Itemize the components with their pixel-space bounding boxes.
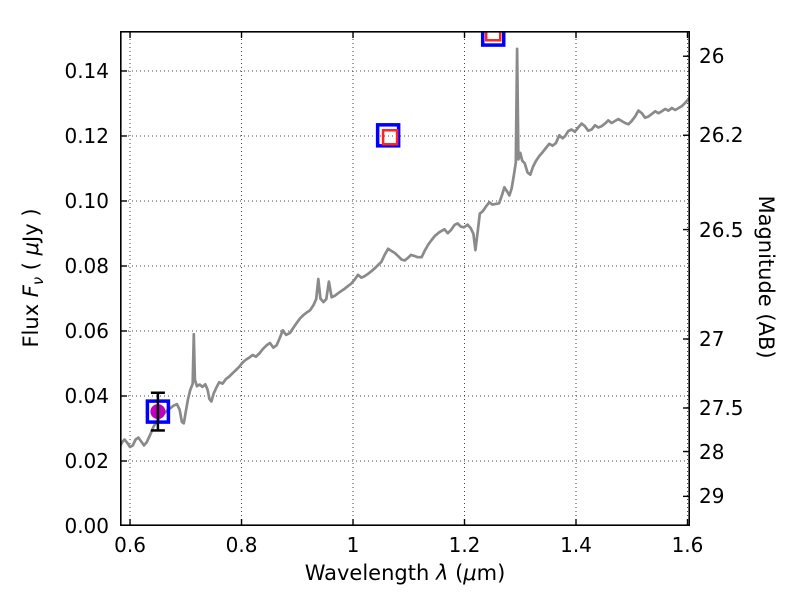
flux-tick-label: 0.00 xyxy=(64,514,109,538)
lambda-symbol: λ xyxy=(435,561,449,585)
flux-tick-label: 0.02 xyxy=(64,448,109,473)
x-tick-label: 1.2 xyxy=(448,533,481,557)
magnitude-tick-label: 26 xyxy=(699,44,725,69)
red-open-square-marker xyxy=(381,129,399,146)
x-tick-label: 1.4 xyxy=(560,533,592,557)
magnitude-tick-label: 27 xyxy=(699,326,725,351)
plot-area xyxy=(120,31,690,526)
nu-subscript: ν xyxy=(30,276,48,286)
x-tick-label: 1 xyxy=(346,533,360,557)
blue-open-square-marker xyxy=(480,31,506,47)
magnitude-tick-label: 26.5 xyxy=(699,217,744,242)
ylabel-unit-open: ( xyxy=(18,255,43,277)
magnitude-tick-label: 27.5 xyxy=(699,395,744,420)
xlabel-unit-open: ( xyxy=(448,561,464,585)
ylabel-unit-close: Jy ) xyxy=(18,208,43,242)
flux-tick-label: 0.08 xyxy=(64,253,109,278)
ylabel-text: Flux xyxy=(18,297,43,348)
x-tick-label: 0.6 xyxy=(114,533,146,557)
spectrum-line xyxy=(120,47,690,449)
xlabel-text: Wavelength xyxy=(304,561,436,585)
mu-symbol: μ xyxy=(463,561,477,585)
flux-tick-label: 0.10 xyxy=(64,188,109,213)
mu-symbol-left: μ xyxy=(18,241,43,256)
blue-open-square-marker xyxy=(375,123,401,148)
axes-frame xyxy=(120,31,690,526)
flux-symbol: F xyxy=(18,285,43,298)
xlabel-unit-close: m) xyxy=(476,561,506,585)
flux-tick-label: 0.12 xyxy=(64,123,109,148)
magnitude-tick-label: 28 xyxy=(699,439,725,464)
flux-tick-label: 0.04 xyxy=(64,383,109,408)
x-axis-label: Wavelength λ (μm) xyxy=(305,561,506,585)
x-tick-label: 1.6 xyxy=(671,533,704,557)
flux-tick-label: 0.06 xyxy=(64,318,109,343)
flux-tick-label: 0.14 xyxy=(64,58,109,83)
magnitude-axis-label: Magnitude (AB) xyxy=(754,195,778,359)
red-open-square-marker xyxy=(484,31,502,42)
magnitude-tick-label: 29 xyxy=(699,484,725,509)
x-tick-label: 0.8 xyxy=(225,533,258,557)
magnitude-tick-label: 26.2 xyxy=(699,123,744,148)
flux-axis-label: Flux Fν ( μJy ) xyxy=(19,208,47,347)
